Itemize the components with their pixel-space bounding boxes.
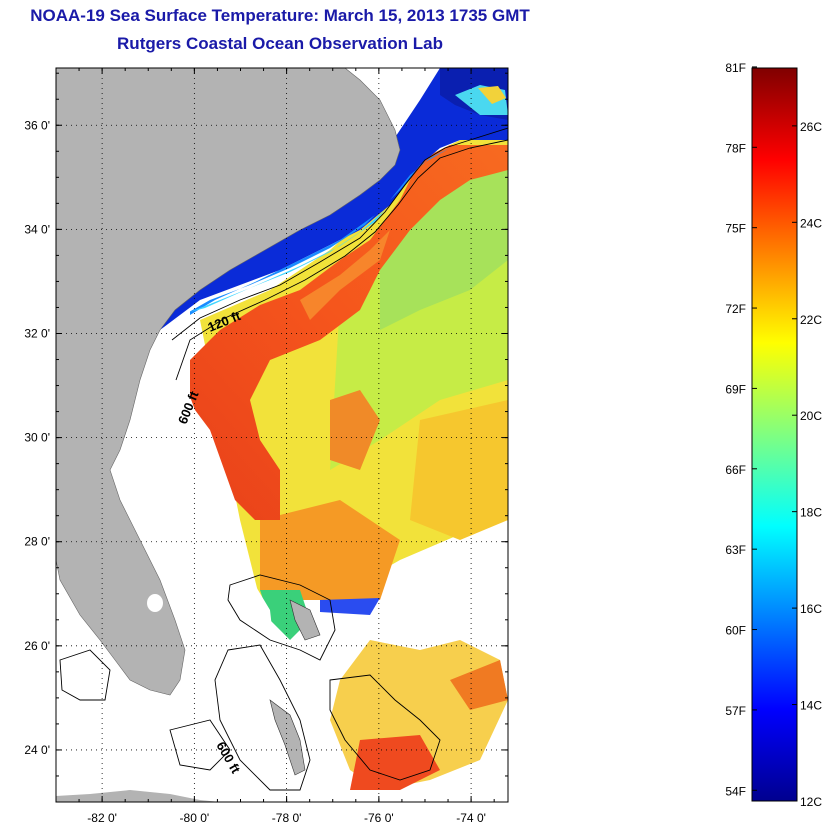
map-title: NOAA-19 Sea Surface Temperature: March 1… — [30, 6, 530, 25]
y-tick-label: 30 0' — [24, 431, 50, 445]
bathymetry-contours — [59, 127, 508, 791]
colorbar-f-label: 66F — [725, 463, 746, 477]
colorbar-f-label: 60F — [725, 624, 746, 638]
colorbar-f-label: 54F — [725, 784, 746, 798]
colorbar-c-label: 16C — [800, 602, 822, 616]
x-tick-label: -74 0' — [456, 811, 486, 825]
colorbar-gradient — [751, 67, 798, 802]
y-tick-label: 26 0' — [24, 639, 50, 653]
colorbar-f-label: 69F — [725, 382, 746, 396]
colorbar-f-label: 72F — [725, 302, 746, 316]
y-tick-label: 32 0' — [24, 326, 50, 340]
colorbar: 81F 78F 75F 72F 69F 66F 63F 60F 57F 54F 26C 24C 22C 2… — [725, 61, 822, 809]
x-tick-label: -82 0' — [87, 811, 117, 825]
colorbar-f-label: 75F — [725, 222, 746, 236]
map-plot-area — [56, 68, 508, 802]
y-tick-label: 34 0' — [24, 222, 50, 236]
x-tick-label: -78 0' — [272, 811, 302, 825]
y-tick-label: 36 0' — [24, 118, 50, 132]
map-subtitle: Rutgers Coastal Ocean Observation Lab — [117, 34, 443, 53]
colorbar-c-label: 20C — [800, 409, 822, 423]
colorbar-f-label: 63F — [725, 543, 746, 557]
colorbar-f-label: 78F — [725, 141, 746, 155]
x-tick-label: -80 0' — [180, 811, 210, 825]
y-tick-label: 28 0' — [24, 535, 50, 549]
map-frame — [55, 67, 509, 803]
colorbar-f-label: 81F — [725, 61, 746, 75]
y-tick-label: 24 0' — [24, 743, 50, 757]
colorbar-c-label: 14C — [800, 699, 822, 713]
colorbar-c-label: 22C — [800, 313, 822, 327]
colorbar-c-label: 24C — [800, 216, 822, 230]
colorbar-f-label: 57F — [725, 704, 746, 718]
colorbar-c-label: 12C — [800, 795, 822, 809]
map-axes: -82 0' -80 0' -78 0' -76 0' -74 0' 36 0' 34 0'… — [24, 68, 508, 825]
sst-field — [160, 68, 508, 790]
colorbar-c-label: 18C — [800, 506, 822, 520]
colorbar-c-label: 26C — [800, 120, 822, 134]
x-tick-label: -76 0' — [364, 811, 394, 825]
map-grid — [56, 68, 508, 802]
land — [56, 68, 401, 802]
